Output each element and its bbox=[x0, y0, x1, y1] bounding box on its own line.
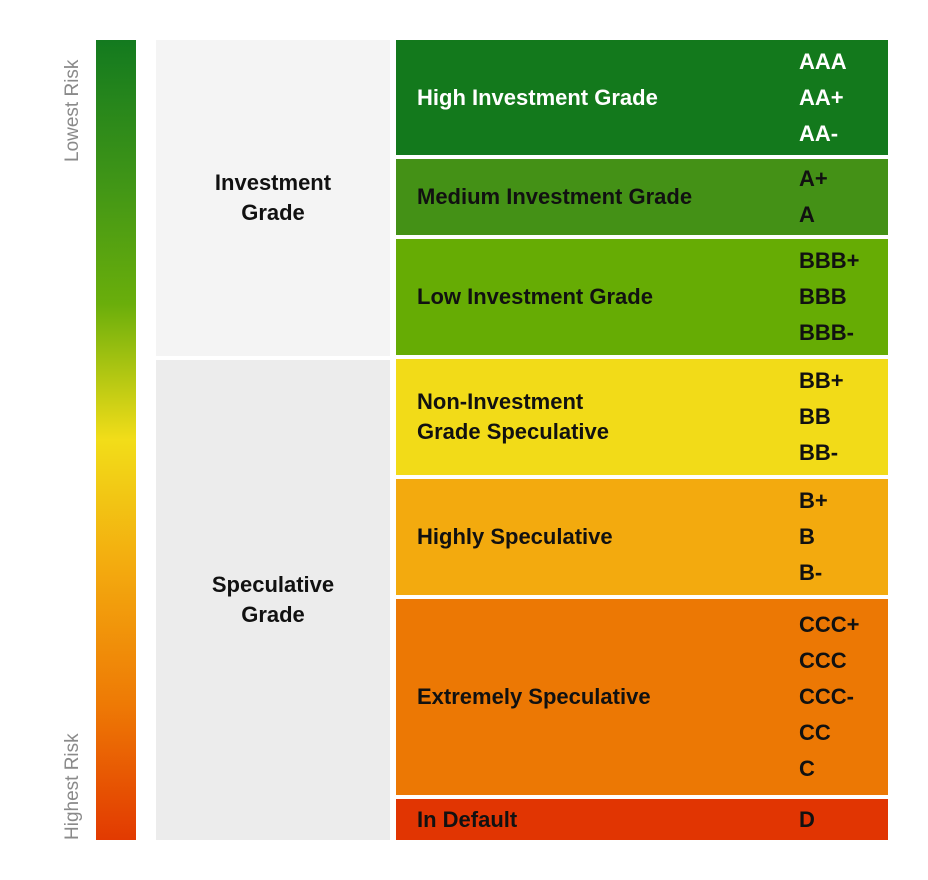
tier-ratings: A+ A bbox=[799, 161, 828, 233]
rating: CCC- bbox=[799, 684, 854, 709]
rating: AA- bbox=[799, 121, 839, 146]
rating: CC bbox=[799, 720, 831, 745]
tier-name: Highly Speculative bbox=[417, 524, 613, 549]
tier-ratings: CCC+ CCC CCC- CC C bbox=[799, 607, 860, 787]
rating: CCC bbox=[799, 648, 847, 673]
risk-gradient-bar bbox=[96, 40, 136, 840]
tier-name: Low Investment Grade bbox=[417, 284, 653, 309]
rating: A bbox=[799, 202, 815, 227]
tier-ratings: D bbox=[799, 802, 815, 838]
category-label-line: Speculative bbox=[211, 572, 335, 597]
tier-extremely-speculative: Extremely Speculative CCC+ CCC CCC- CC C bbox=[396, 599, 888, 795]
tier-high-investment-grade: High Investment Grade AAA AA+ AA- bbox=[396, 40, 888, 155]
category-speculative-grade: Speculative Grade bbox=[156, 360, 390, 840]
rating: D bbox=[799, 807, 815, 832]
tier-non-investment-grade-speculative: Non-Investment Grade Speculative BB+ BB … bbox=[396, 359, 888, 475]
rating: BB+ bbox=[799, 368, 844, 393]
tier-name: Medium Investment Grade bbox=[417, 184, 693, 209]
rating: BBB+ bbox=[799, 248, 860, 273]
tier-ratings: B+ B B- bbox=[799, 483, 828, 591]
rating: B- bbox=[799, 560, 823, 585]
rating: BB- bbox=[799, 440, 839, 465]
rating: AA+ bbox=[799, 85, 844, 110]
category-label-line: Investment bbox=[214, 170, 332, 195]
tier-name: High Investment Grade bbox=[417, 84, 658, 110]
rating: C bbox=[799, 756, 815, 781]
tier-ratings: AAA AA+ AA- bbox=[799, 44, 847, 152]
tier-name-line: Non-Investment bbox=[417, 389, 584, 414]
rating: BBB- bbox=[799, 320, 854, 345]
tier-ratings: BB+ BB BB- bbox=[799, 363, 844, 471]
tier-name: Extremely Speculative bbox=[417, 684, 651, 709]
tier-highly-speculative: Highly Speculative B+ B B- bbox=[396, 479, 888, 595]
rating: B bbox=[799, 524, 815, 549]
rating: BB bbox=[799, 404, 831, 429]
tier-low-investment-grade: Low Investment Grade BBB+ BBB BBB- bbox=[396, 239, 888, 355]
category-investment-grade: Investment Grade bbox=[156, 40, 390, 356]
tier-name: In Default bbox=[417, 806, 518, 832]
rating: CCC+ bbox=[799, 612, 860, 637]
lowest-risk-label: Lowest Risk bbox=[62, 59, 83, 162]
tier-ratings: BBB+ BBB BBB- bbox=[799, 243, 860, 351]
category-label-line: Grade bbox=[241, 200, 305, 225]
rating: AAA bbox=[799, 49, 847, 74]
highest-risk-label: Highest Risk bbox=[62, 733, 83, 840]
category-label-line: Grade bbox=[241, 602, 305, 627]
tier-in-default: In Default D bbox=[396, 799, 888, 840]
tier-name-line: Grade Speculative bbox=[417, 419, 609, 444]
tier-medium-investment-grade: Medium Investment Grade A+ A bbox=[396, 159, 888, 235]
rating: B+ bbox=[799, 488, 828, 513]
rating: A+ bbox=[799, 166, 828, 191]
tier-name: Non-Investment Grade Speculative bbox=[417, 387, 609, 447]
rating: BBB bbox=[799, 284, 847, 309]
